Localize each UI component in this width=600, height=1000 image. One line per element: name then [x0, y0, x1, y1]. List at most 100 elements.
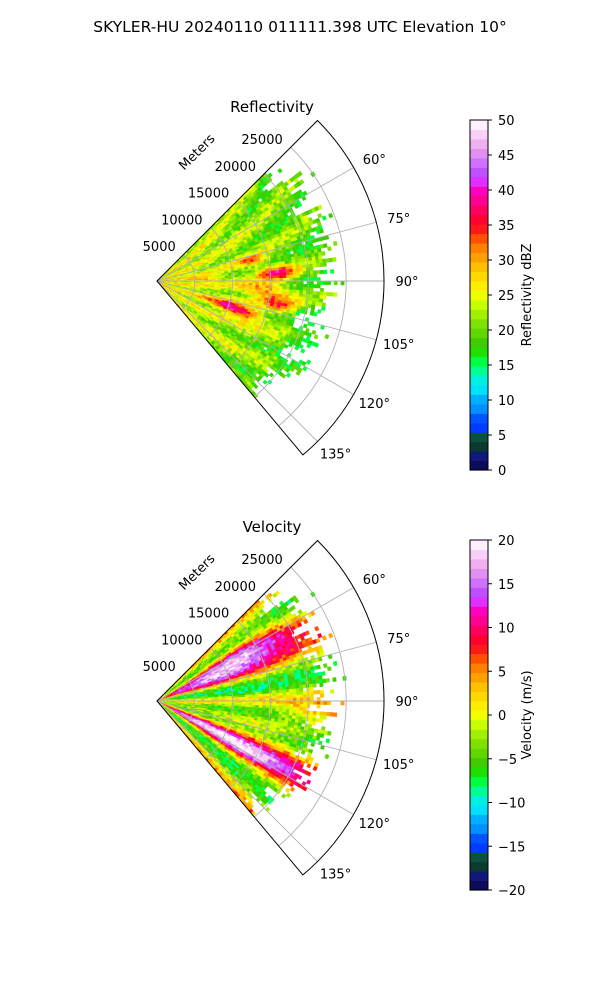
colorbar-swatch	[470, 432, 488, 443]
radar-cell	[319, 269, 324, 275]
colorbar-swatch	[470, 176, 488, 187]
radar-cell	[317, 212, 323, 219]
radar-cell	[272, 270, 277, 274]
radar-cell	[258, 276, 263, 280]
radar-cell	[282, 283, 287, 287]
colorbar-tick-label: 20	[498, 324, 515, 339]
radar-cell	[295, 311, 301, 317]
radar-cell	[281, 266, 287, 271]
radar-cell	[251, 282, 256, 286]
colorbar-swatch	[470, 224, 488, 235]
radar-cell	[299, 283, 304, 288]
radar-cell	[245, 282, 250, 286]
radar-cell	[303, 283, 308, 288]
radar-cell	[302, 323, 308, 329]
radar-cell	[313, 270, 318, 275]
colorbar-swatch	[470, 318, 488, 329]
radar-cells	[156, 168, 345, 399]
colorbar-swatch	[470, 309, 488, 320]
radar-cell	[329, 292, 334, 297]
radar-cell	[275, 283, 280, 287]
radar-cell	[238, 282, 243, 285]
colorbar-swatch	[470, 157, 488, 168]
radar-cell	[299, 267, 304, 272]
range-tick-label: 20000	[215, 160, 256, 175]
radar-cell	[286, 274, 291, 279]
radar-cell	[321, 635, 327, 641]
radar-cell	[262, 379, 268, 385]
radar-cell	[322, 262, 327, 267]
radar-cell	[279, 272, 284, 276]
radar-cell	[332, 660, 338, 667]
radar-cell	[238, 275, 243, 278]
azimuth-tick-label: 90°	[396, 275, 419, 290]
colorbar-swatch	[470, 129, 488, 140]
radar-cell	[298, 179, 305, 185]
colorbar-label: Reflectivity dBZ	[520, 244, 535, 347]
radar-cell	[289, 289, 294, 294]
colorbar-tick-label: 10	[498, 394, 515, 409]
range-tick-label: 10000	[161, 213, 202, 228]
radar-cell	[279, 286, 284, 290]
colorbar-tick-label: 0	[498, 464, 506, 479]
radar-cell	[332, 257, 337, 262]
radar-cell	[322, 295, 327, 300]
radar-cell	[312, 263, 317, 268]
radar-cell	[326, 280, 331, 286]
radar-cell	[309, 273, 314, 278]
radar-cell	[309, 263, 314, 268]
radar-cell	[313, 284, 318, 289]
colorbar-swatch	[470, 214, 488, 225]
radar-cell	[265, 283, 270, 287]
colorbar-tick-label: 25	[498, 289, 515, 304]
radar-cell	[312, 290, 317, 296]
radar-cell	[295, 265, 300, 270]
colorbar-swatch	[470, 347, 488, 358]
radar-cell	[333, 280, 338, 286]
radar-cell	[296, 274, 301, 279]
radar-cell	[319, 291, 324, 296]
colorbar-swatch	[470, 167, 488, 178]
radar-cell	[245, 274, 250, 278]
radar-cell	[288, 265, 293, 270]
radar-cells	[156, 590, 347, 817]
radar-cell	[289, 274, 294, 279]
radar-cell	[340, 280, 345, 286]
colorbar-tick-label: 40	[498, 184, 515, 199]
colorbar-swatch	[470, 337, 488, 348]
radar-cell	[297, 170, 303, 177]
radar-cell	[293, 280, 297, 285]
radar-cell	[316, 664, 321, 670]
radar-cell	[315, 294, 321, 300]
radar-cell	[302, 270, 307, 275]
radar-cell	[313, 277, 318, 282]
radar-cell	[309, 270, 314, 275]
panel-title: Velocity	[243, 518, 302, 536]
colorbar-swatch	[470, 242, 488, 254]
colorbar-swatch	[470, 120, 488, 131]
radar-cell	[262, 285, 267, 289]
radar-cell	[279, 275, 284, 279]
radar-cell	[269, 275, 273, 279]
radar-cell	[285, 272, 290, 276]
radar-cell	[323, 269, 328, 274]
colorbar-swatch	[470, 271, 488, 282]
radar-cell	[289, 283, 294, 288]
radar-cell	[268, 372, 275, 378]
radar-cell	[251, 276, 256, 280]
radar-cell	[322, 291, 328, 297]
radar-cell	[309, 267, 314, 272]
radar-cell	[262, 283, 267, 287]
radar-cell	[292, 283, 297, 288]
radar-cell	[282, 272, 287, 276]
range-axis-label: Meters	[176, 131, 218, 173]
radar-cell	[303, 277, 307, 282]
radar-cell	[316, 280, 321, 285]
radar-cell	[302, 290, 307, 295]
radar-cell	[312, 294, 317, 299]
colorbar-swatch	[470, 422, 488, 433]
radar-cell	[299, 280, 304, 285]
colorbar-swatch	[470, 403, 488, 414]
